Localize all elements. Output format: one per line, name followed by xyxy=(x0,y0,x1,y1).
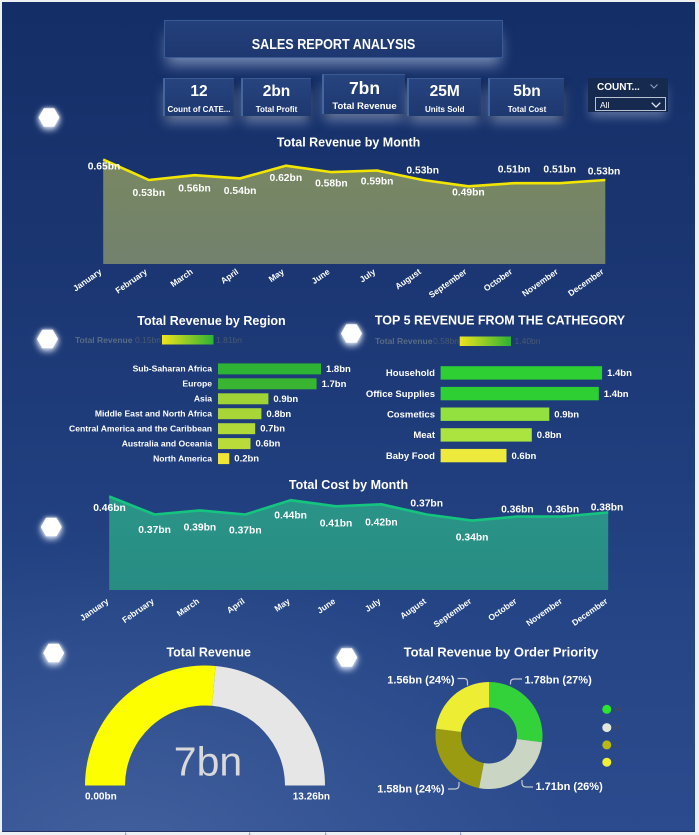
svg-text:0.39bn: 0.39bn xyxy=(184,523,217,534)
svg-text:0.53bn: 0.53bn xyxy=(588,167,621,178)
svg-text:H: H xyxy=(614,723,620,733)
svg-text:0.38bn: 0.38bn xyxy=(591,503,624,514)
svg-text:TOP 5 REVENUE FROM THE CATHEGO: TOP 5 REVENUE FROM THE CATHEGORY xyxy=(375,314,626,328)
svg-text:0.46bn: 0.46bn xyxy=(93,503,126,514)
svg-text:August: August xyxy=(398,596,428,621)
svg-text:July: July xyxy=(363,596,383,614)
svg-text:November: November xyxy=(524,596,564,628)
svg-text:0.37bn: 0.37bn xyxy=(229,526,262,537)
svg-text:North America: North America xyxy=(153,453,212,463)
svg-text:0.37bn: 0.37bn xyxy=(410,499,443,510)
svg-text:1.8bn: 1.8bn xyxy=(326,364,351,375)
svg-text:Europe: Europe xyxy=(182,379,212,389)
svg-text:March: March xyxy=(175,596,201,619)
svg-text:0.51bn: 0.51bn xyxy=(498,165,531,176)
svg-text:July: July xyxy=(358,266,378,284)
svg-text:0.58bn: 0.58bn xyxy=(315,179,348,190)
svg-text:1.58bn (24%): 1.58bn (24%) xyxy=(377,783,445,795)
svg-text:1.40bn: 1.40bn xyxy=(515,336,541,346)
svg-text:June: June xyxy=(315,596,337,616)
svg-text:0.9bn: 0.9bn xyxy=(554,410,579,421)
svg-text:0.42bn: 0.42bn xyxy=(365,518,398,529)
svg-text:1.71bn (26%): 1.71bn (26%) xyxy=(536,781,604,793)
svg-text:L: L xyxy=(614,757,619,767)
svg-text:Total Revenue: Total Revenue xyxy=(375,336,433,346)
svg-text:0.6bn: 0.6bn xyxy=(512,451,537,462)
svg-text:0.53bn: 0.53bn xyxy=(132,188,165,199)
svg-text:August: August xyxy=(393,266,423,291)
svg-text:0.15bn: 0.15bn xyxy=(135,335,161,345)
svg-text:C: C xyxy=(614,740,620,750)
svg-text:0.58bn: 0.58bn xyxy=(433,336,459,346)
svg-text:0.9bn: 0.9bn xyxy=(273,394,298,405)
svg-text:Meat: Meat xyxy=(413,430,435,441)
svg-text:Baby Food: Baby Food xyxy=(386,451,435,462)
svg-text:0.53bn: 0.53bn xyxy=(406,166,439,177)
svg-text:Total Revenue by Month: Total Revenue by Month xyxy=(277,136,421,150)
svg-text:May: May xyxy=(272,596,292,614)
svg-text:May: May xyxy=(267,266,287,284)
svg-text:Household: Household xyxy=(386,368,435,379)
svg-text:0.2bn: 0.2bn xyxy=(234,454,259,465)
svg-text:1.4bn: 1.4bn xyxy=(607,368,632,379)
svg-text:0.8bn: 0.8bn xyxy=(266,409,291,420)
svg-text:Total Revenue by Order Priorit: Total Revenue by Order Priority xyxy=(404,645,600,660)
svg-text:Central America and the Caribb: Central America and the Caribbean xyxy=(69,424,212,434)
svg-text:Middle East and North Africa: Middle East and North Africa xyxy=(95,409,212,419)
svg-text:0.56bn: 0.56bn xyxy=(178,184,211,195)
svg-text:1.78bn (27%): 1.78bn (27%) xyxy=(525,675,593,687)
svg-text:0.00bn: 0.00bn xyxy=(85,792,117,803)
svg-text:M: M xyxy=(614,704,621,714)
svg-text:7bn: 7bn xyxy=(174,739,242,785)
svg-text:Total Revenue: Total Revenue xyxy=(166,646,251,660)
svg-text:0.65bn: 0.65bn xyxy=(88,162,121,173)
svg-text:November: November xyxy=(520,266,560,298)
svg-text:December: December xyxy=(570,596,610,628)
svg-text:0.7bn: 0.7bn xyxy=(260,424,285,435)
svg-text:0.59bn: 0.59bn xyxy=(361,177,394,188)
svg-text:Sub-Saharan Africa: Sub-Saharan Africa xyxy=(133,364,213,374)
svg-text:Total Cost by Month: Total Cost by Month xyxy=(289,478,408,492)
svg-text:January: January xyxy=(78,596,111,623)
svg-text:0.51bn: 0.51bn xyxy=(543,165,576,176)
svg-text:0.41bn: 0.41bn xyxy=(320,519,353,530)
svg-text:September: September xyxy=(432,596,474,630)
svg-text:December: December xyxy=(566,266,606,298)
svg-text:Office Supplies: Office Supplies xyxy=(366,389,435,400)
svg-text:January: January xyxy=(71,266,104,293)
svg-text:April: April xyxy=(219,266,241,285)
svg-text:Asia: Asia xyxy=(194,394,212,404)
svg-text:0.6bn: 0.6bn xyxy=(256,439,281,450)
svg-text:June: June xyxy=(310,266,332,286)
svg-text:0.34bn: 0.34bn xyxy=(456,533,489,544)
svg-text:April: April xyxy=(225,596,247,615)
svg-text:March: March xyxy=(168,266,194,289)
svg-text:1.7bn: 1.7bn xyxy=(322,379,347,390)
svg-text:1.4bn: 1.4bn xyxy=(604,389,629,400)
svg-text:October: October xyxy=(482,266,515,293)
svg-text:0.36bn: 0.36bn xyxy=(501,505,534,516)
svg-text:0.54bn: 0.54bn xyxy=(224,186,257,197)
svg-text:October: October xyxy=(486,596,519,623)
svg-text:September: September xyxy=(427,266,469,300)
svg-text:0.37bn: 0.37bn xyxy=(138,525,171,536)
svg-text:Cosmetics: Cosmetics xyxy=(387,410,435,421)
svg-text:Total Revenue: Total Revenue xyxy=(75,335,133,345)
svg-text:February: February xyxy=(113,266,149,295)
svg-text:1.56bn (24%): 1.56bn (24%) xyxy=(387,674,455,686)
svg-text:February: February xyxy=(120,596,156,625)
svg-text:0.62bn: 0.62bn xyxy=(269,173,302,184)
svg-text:0.44bn: 0.44bn xyxy=(274,511,307,522)
svg-text:1.81bn: 1.81bn xyxy=(216,335,242,345)
svg-text:0.36bn: 0.36bn xyxy=(546,505,579,516)
svg-text:Australia and Oceania: Australia and Oceania xyxy=(122,438,212,448)
svg-text:Total Revenue by Region: Total Revenue by Region xyxy=(137,314,285,328)
svg-text:13.26bn: 13.26bn xyxy=(293,792,330,803)
svg-text:0.8bn: 0.8bn xyxy=(537,430,562,441)
svg-text:0.49bn: 0.49bn xyxy=(452,188,485,199)
